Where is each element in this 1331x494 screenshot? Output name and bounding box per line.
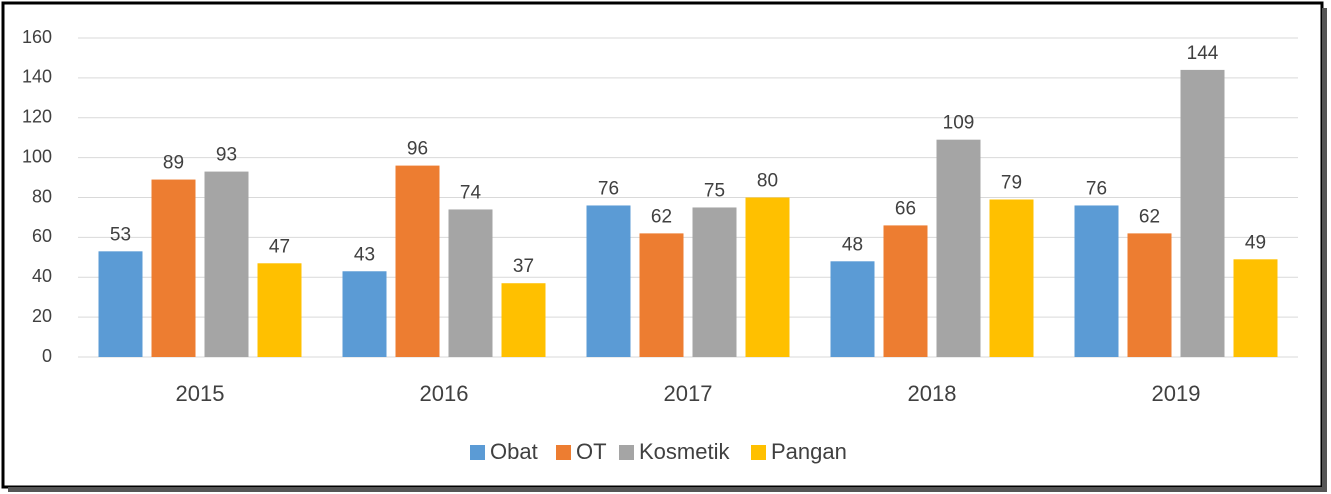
- data-label: 49: [1245, 232, 1266, 253]
- bar: [1233, 259, 1278, 357]
- bar: [1127, 233, 1172, 357]
- data-label: 76: [1086, 178, 1107, 199]
- y-tick-label: 140: [22, 67, 52, 87]
- frame-shadow: [1322, 8, 1327, 490]
- legend-label: Kosmetik: [639, 439, 730, 464]
- bar: [204, 171, 249, 357]
- bar: [1180, 69, 1225, 358]
- y-tick-label: 60: [32, 226, 52, 246]
- data-label: 75: [704, 180, 725, 201]
- bar: [151, 179, 196, 357]
- data-label: 89: [163, 153, 184, 174]
- data-label: 76: [598, 178, 619, 199]
- bar: [395, 165, 440, 357]
- bar: [883, 225, 928, 357]
- data-label: 79: [1001, 173, 1022, 194]
- y-tick-label: 40: [32, 266, 52, 286]
- legend-swatch: [619, 445, 634, 460]
- data-label: 109: [943, 113, 975, 134]
- legend-swatch: [470, 445, 485, 460]
- y-tick-label: 80: [32, 186, 52, 206]
- data-label: 80: [757, 171, 778, 192]
- data-label: 43: [354, 244, 375, 265]
- x-tick-label: 2015: [176, 381, 225, 406]
- bar: [98, 251, 143, 357]
- bar: [692, 207, 737, 357]
- bar: [830, 261, 875, 357]
- data-label: 66: [895, 198, 916, 219]
- y-tick-label: 0: [42, 346, 52, 366]
- x-tick-label: 2016: [420, 381, 469, 406]
- frame-shadow: [8, 487, 1327, 492]
- data-label: 96: [407, 139, 428, 160]
- x-tick-label: 2017: [664, 381, 713, 406]
- bar: [342, 271, 387, 357]
- legend-label: OT: [576, 439, 607, 464]
- y-tick-label: 20: [32, 306, 52, 326]
- data-label: 93: [216, 145, 237, 166]
- bar: [586, 205, 631, 357]
- x-tick-label: 2019: [1152, 381, 1201, 406]
- data-label: 74: [460, 182, 482, 203]
- bar: [639, 233, 684, 357]
- y-tick-label: 100: [22, 146, 52, 166]
- y-tick-label: 160: [22, 27, 52, 47]
- bar: [745, 197, 790, 357]
- bar: [1074, 205, 1119, 357]
- bar: [257, 263, 302, 357]
- data-label: 53: [110, 224, 131, 245]
- data-label: 144: [1187, 43, 1219, 64]
- legend-swatch: [556, 445, 571, 460]
- data-label: 62: [1139, 206, 1160, 227]
- x-tick-label: 2018: [908, 381, 957, 406]
- bar: [936, 139, 981, 357]
- bar: [989, 199, 1034, 357]
- data-label: 37: [513, 256, 534, 277]
- data-label: 47: [269, 236, 290, 257]
- legend-label: Obat: [490, 439, 538, 464]
- y-tick-label: 120: [22, 107, 52, 127]
- bar: [501, 283, 546, 357]
- data-label: 62: [651, 206, 672, 227]
- legend-swatch: [751, 445, 766, 460]
- legend-label: Pangan: [771, 439, 847, 464]
- data-label: 48: [842, 234, 863, 255]
- bar: [448, 209, 493, 357]
